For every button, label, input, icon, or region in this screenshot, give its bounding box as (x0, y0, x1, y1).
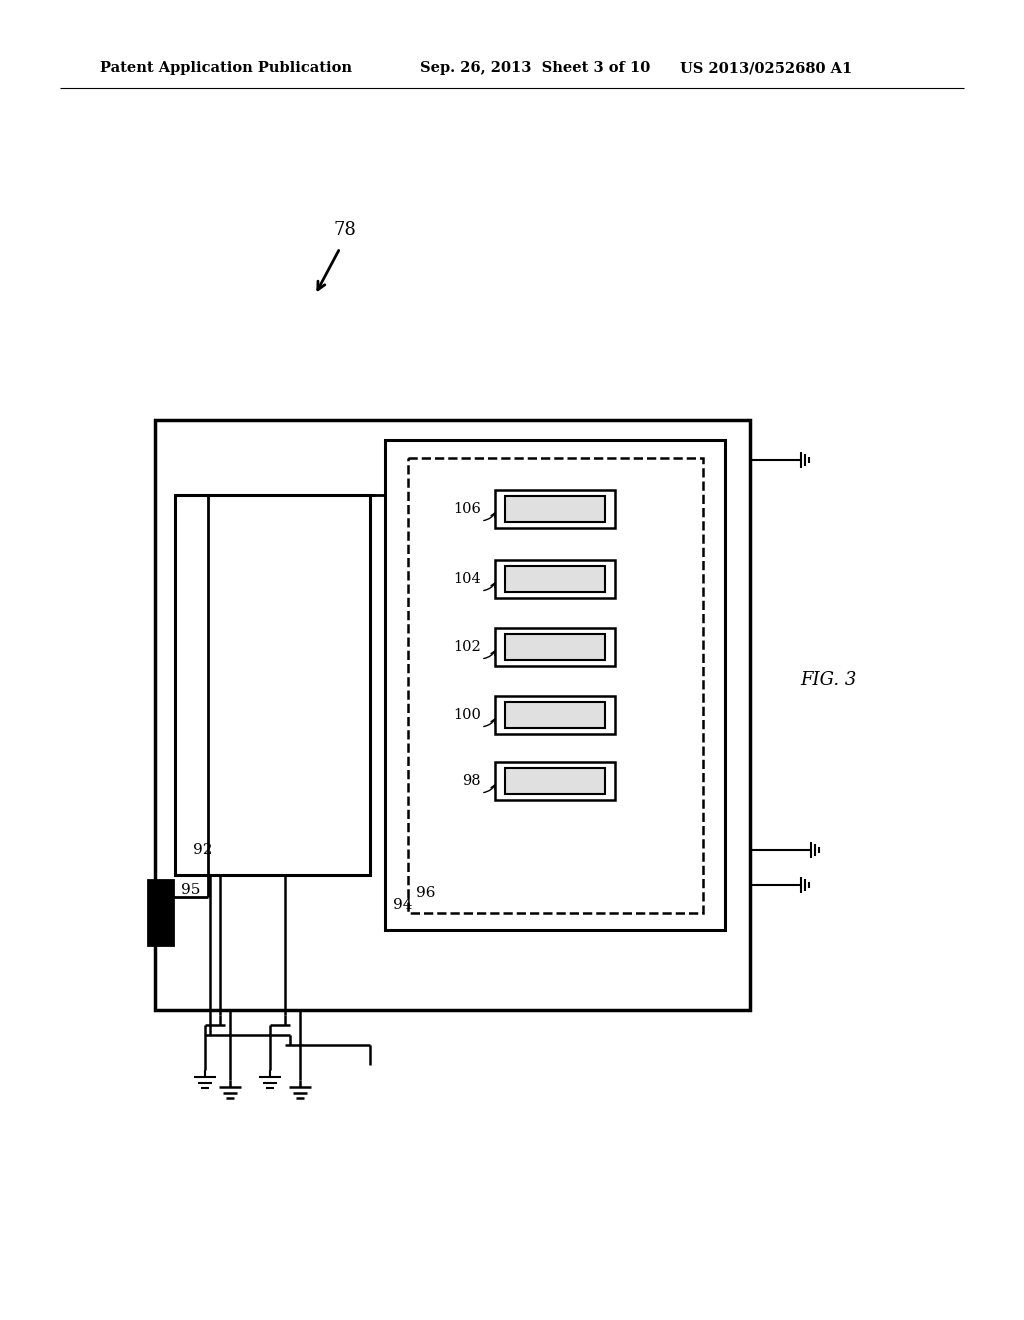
Bar (155, 420, 750, 1010)
Text: Patent Application Publication: Patent Application Publication (100, 61, 352, 75)
Text: 98: 98 (463, 774, 481, 788)
Bar (505, 768, 605, 795)
Text: 104: 104 (454, 572, 481, 586)
Bar (505, 496, 605, 521)
Bar (495, 490, 615, 528)
Bar (495, 762, 615, 800)
Text: 95: 95 (181, 883, 201, 898)
Bar (505, 566, 605, 591)
Bar (505, 634, 605, 660)
Text: 100: 100 (454, 708, 481, 722)
Text: FIG. 3: FIG. 3 (800, 671, 856, 689)
Text: 106: 106 (454, 502, 481, 516)
Text: 96: 96 (416, 886, 435, 900)
Text: US 2013/0252680 A1: US 2013/0252680 A1 (680, 61, 852, 75)
Bar (495, 696, 615, 734)
Bar (495, 560, 615, 598)
Text: Sep. 26, 2013  Sheet 3 of 10: Sep. 26, 2013 Sheet 3 of 10 (420, 61, 650, 75)
Bar (408, 458, 703, 913)
Text: 92: 92 (193, 843, 213, 857)
Bar (505, 702, 605, 729)
Bar (175, 495, 370, 875)
Bar (148, 880, 173, 945)
Text: 94: 94 (393, 898, 413, 912)
Bar (385, 440, 725, 931)
Text: 102: 102 (454, 640, 481, 653)
Bar (495, 628, 615, 667)
Text: 78: 78 (334, 220, 356, 239)
